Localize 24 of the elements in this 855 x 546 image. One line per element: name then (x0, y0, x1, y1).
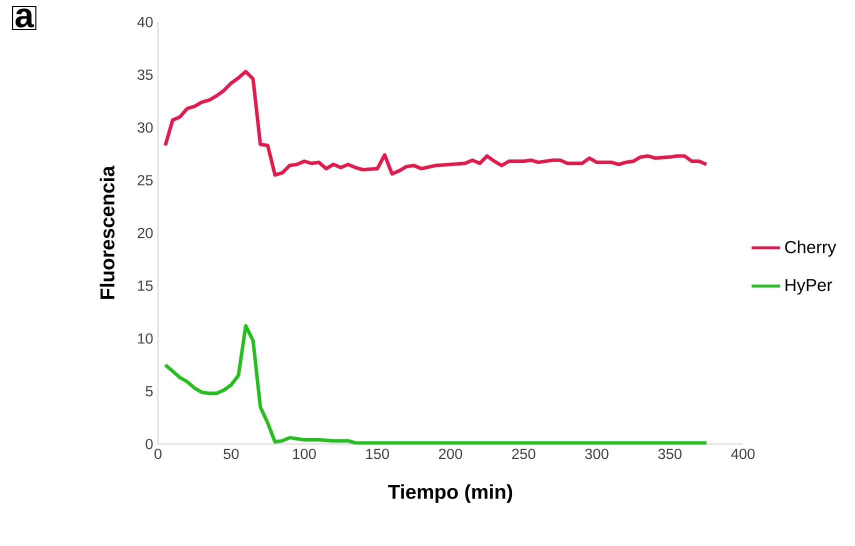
y-tick-label: 20 (138, 228, 153, 238)
x-tick-label: 300 (585, 448, 608, 460)
x-tick-label: 100 (293, 448, 316, 460)
x-tick-label: 150 (366, 448, 390, 460)
text: a (16, 8, 34, 28)
x-tick-label: 400 (731, 448, 755, 460)
y-tick-label: 5 (146, 386, 153, 396)
y-tick-label: 10 (138, 333, 153, 344)
legend-label: Cherry (785, 240, 836, 257)
line-series (164, 70, 708, 177)
x-tick-label: 200 (439, 448, 462, 460)
y-tick-label: 25 (138, 175, 153, 186)
y-tick-label: 30 (138, 122, 153, 133)
y-axis-title: Fluorescencia (100, 166, 114, 299)
y-tick-label: 35 (138, 70, 153, 80)
x-tick-label: 50 (224, 448, 239, 460)
x-tick-label: 250 (512, 448, 536, 460)
y-tick-label: 0 (146, 438, 153, 450)
y-tick-label: 40 (137, 16, 153, 28)
y-tick-label: 15 (138, 280, 153, 291)
x-tick-label: 0 (154, 448, 162, 460)
x-tick-label: 350 (658, 448, 682, 460)
legend-label: HyPer (786, 279, 832, 295)
x-axis-title: Tiempo (min) (388, 484, 512, 503)
